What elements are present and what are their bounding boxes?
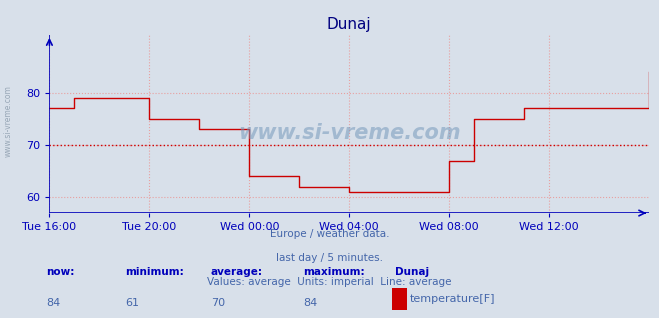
Text: minimum:: minimum:: [125, 267, 184, 277]
Title: Dunaj: Dunaj: [327, 17, 372, 32]
Text: now:: now:: [46, 267, 74, 277]
Text: last day / 5 minutes.: last day / 5 minutes.: [276, 253, 383, 263]
Text: average:: average:: [211, 267, 263, 277]
Text: 70: 70: [211, 299, 225, 308]
Text: 84: 84: [303, 299, 318, 308]
Text: Values: average  Units: imperial  Line: average: Values: average Units: imperial Line: av…: [207, 277, 452, 287]
Text: 61: 61: [125, 299, 139, 308]
Text: Dunaj: Dunaj: [395, 267, 430, 277]
Text: maximum:: maximum:: [303, 267, 365, 277]
Text: www.si-vreme.com: www.si-vreme.com: [3, 85, 13, 157]
Text: 84: 84: [46, 299, 61, 308]
Text: temperature[F]: temperature[F]: [410, 294, 496, 304]
Text: www.si-vreme.com: www.si-vreme.com: [238, 123, 461, 143]
Text: Europe / weather data.: Europe / weather data.: [270, 229, 389, 239]
